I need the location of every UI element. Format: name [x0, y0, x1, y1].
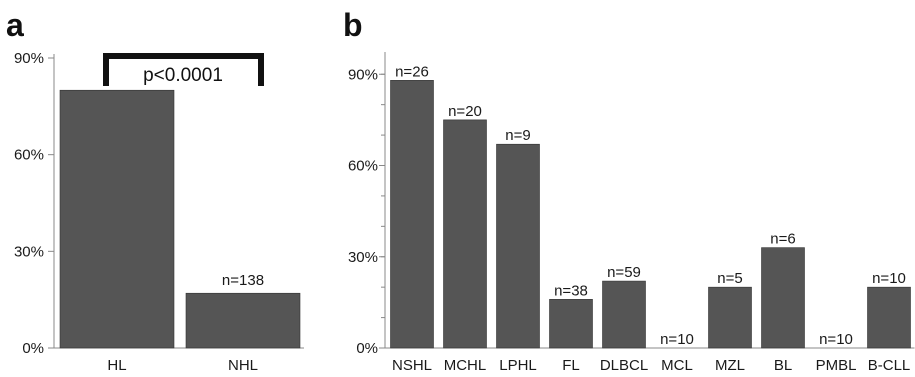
y-tick-label-a: 60%: [14, 147, 44, 164]
y-tick-label-b: 30%: [348, 249, 378, 266]
category-label-lphl: LPHL: [499, 357, 537, 374]
data-label-lphl: n=9: [505, 127, 530, 144]
y-tick-label-a: 0%: [22, 340, 44, 357]
bar-b-cll: [867, 286, 911, 349]
data-label-nhl: n=138: [222, 272, 264, 289]
category-label-hl: HL: [107, 357, 126, 374]
y-tick-label-b: 60%: [348, 158, 378, 175]
bar-nshl: [390, 80, 434, 349]
significance-bracket: p<0.0001: [103, 53, 264, 86]
data-label-bl: n=6: [770, 231, 795, 248]
data-label-nshl: n=26: [395, 63, 429, 80]
data-label-mchl: n=20: [448, 103, 482, 120]
data-label-dlbcl: n=59: [607, 264, 641, 281]
category-label-bl: BL: [774, 357, 792, 374]
bar-hl: [59, 89, 175, 349]
bar-dlbcl: [602, 280, 646, 349]
data-label-b-cll: n=10: [872, 270, 906, 287]
data-label-mcl: n=10: [660, 331, 694, 348]
p-value-annotation: p<0.0001: [143, 65, 223, 86]
y-tick-label-a: 30%: [14, 243, 44, 260]
bar-mchl: [443, 119, 487, 349]
bar-nhl: [185, 292, 301, 349]
category-label-mzl: MZL: [715, 357, 745, 374]
category-label-nshl: NSHL: [392, 357, 432, 374]
category-label-b-cll: B-CLL: [868, 357, 911, 374]
bar-lphl: [496, 143, 540, 349]
panel-a-label: a: [6, 7, 24, 43]
category-label-fl: FL: [562, 357, 580, 374]
significance-bracket-line: [103, 53, 264, 86]
category-label-dlbcl: DLBCL: [600, 357, 648, 374]
data-label-fl: n=38: [554, 282, 588, 299]
bar-fl: [549, 299, 593, 349]
panel-a-chart: a 0% 30% 60% 90% HL NHL n=138 p<0.0001: [6, 7, 304, 374]
y-tick-label-b: 0%: [356, 340, 378, 357]
category-label-mcl: MCL: [661, 357, 693, 374]
y-tick-label-b: 90%: [348, 66, 378, 83]
data-label-mzl: n=5: [717, 270, 742, 287]
panel-b-label: b: [343, 7, 363, 43]
category-label-nhl: NHL: [228, 357, 258, 374]
bar-mzl: [708, 286, 752, 349]
panel-b-chart: b 0% 30% 60% 90% NSHL n=26 MCHL n=20 LPHL n=9 FL n=…: [343, 7, 915, 374]
y-tick-label-a: 90%: [14, 50, 44, 67]
data-label-pmbl: n=10: [819, 331, 853, 348]
category-label-mchl: MCHL: [444, 357, 487, 374]
bar-bl: [761, 247, 805, 349]
category-label-pmbl: PMBL: [816, 357, 857, 374]
